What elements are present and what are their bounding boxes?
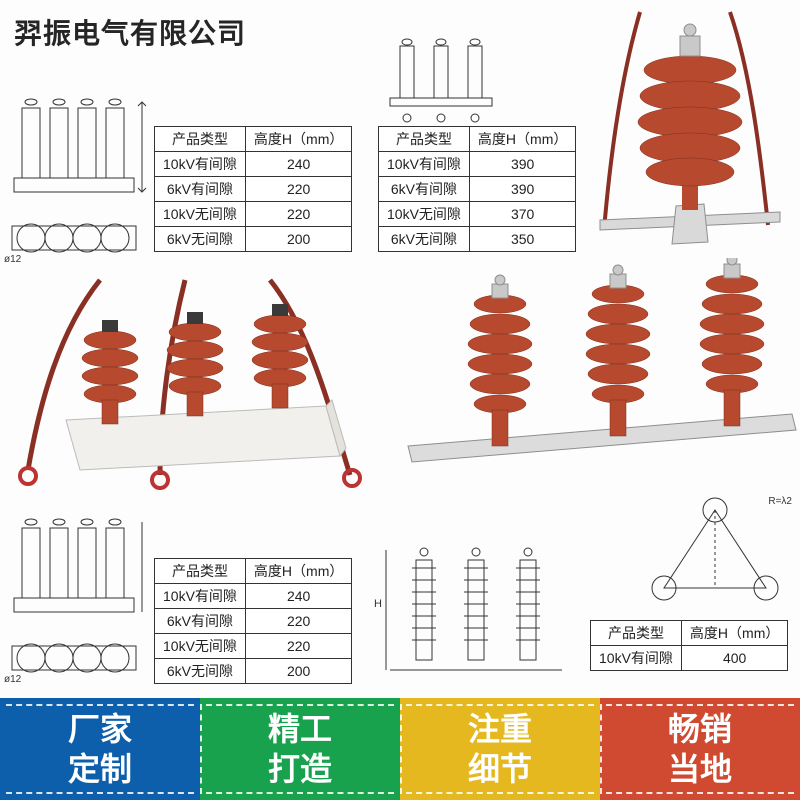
diagram-label-d3: ø12 [4,674,21,685]
table-row: 10kV无间隙220 [155,202,352,227]
badge-line1: 厂家 [68,709,132,749]
product-photo-triple-bar [400,258,800,488]
col-type: 产品类型 [155,559,246,584]
table-row: 10kV有间隙240 [155,584,352,609]
badge-line1: 注重 [468,709,532,749]
table-row: 6kV有间隙220 [155,609,352,634]
diagram-lower-left: ø12 [4,498,152,683]
table-row: 6kV有间隙390 [379,177,576,202]
badge-line2: 细节 [468,749,532,789]
diagram-top-center [376,36,506,126]
diagram-label-r: R=λ2 [768,496,792,507]
badge-1: 厂家 定制 [0,698,200,800]
table-row: 10kV有间隙400 [591,646,788,671]
col-h: 高度H（mm） [245,559,351,584]
spec-table-1: 产品类型高度H（mm） 10kV有间隙240 6kV有间隙220 10kV无间隙… [154,126,352,252]
col-type: 产品类型 [155,127,246,152]
col-h: 高度H（mm） [469,127,575,152]
table-row: 10kV无间隙370 [379,202,576,227]
table-row: 6kV无间隙200 [155,659,352,684]
badge-line1: 畅销 [668,709,732,749]
col-type: 产品类型 [379,127,470,152]
col-h: 高度H（mm） [681,621,787,646]
diagram-label-h: H [374,598,382,610]
col-h: 高度H（mm） [245,127,351,152]
badges-row: 厂家 定制 精工 打造 注重 细节 畅销 当地 [0,698,800,800]
product-photo-arrester-single [580,0,800,260]
table-row: 10kV无间隙220 [155,634,352,659]
diagram-top-left: ø12 [4,78,152,263]
product-photo-triple-box [10,270,370,500]
diagram-lower-center: H [376,520,576,690]
diagram-lower-right: R=λ2 [640,492,790,610]
company-name: 羿振电气有限公司 [14,12,246,52]
spec-table-2: 产品类型高度H（mm） 10kV有间隙390 6kV有间隙390 10kV无间隙… [378,126,576,252]
diagram-label-d1: ø12 [4,254,21,265]
badge-line2: 当地 [668,749,732,789]
spec-table-3: 产品类型高度H（mm） 10kV有间隙240 6kV有间隙220 10kV无间隙… [154,558,352,684]
badge-2: 精工 打造 [200,698,400,800]
badge-line2: 定制 [68,749,132,789]
badge-4: 畅销 当地 [600,698,800,800]
table-row: 10kV有间隙390 [379,152,576,177]
badge-3: 注重 细节 [400,698,600,800]
badge-line1: 精工 [268,709,332,749]
table-row: 6kV无间隙350 [379,227,576,252]
spec-table-4: 产品类型高度H（mm） 10kV有间隙400 [590,620,788,671]
table-row: 6kV有间隙220 [155,177,352,202]
table-row: 6kV无间隙200 [155,227,352,252]
table-row: 10kV有间隙240 [155,152,352,177]
col-type: 产品类型 [591,621,682,646]
badge-line2: 打造 [268,749,332,789]
